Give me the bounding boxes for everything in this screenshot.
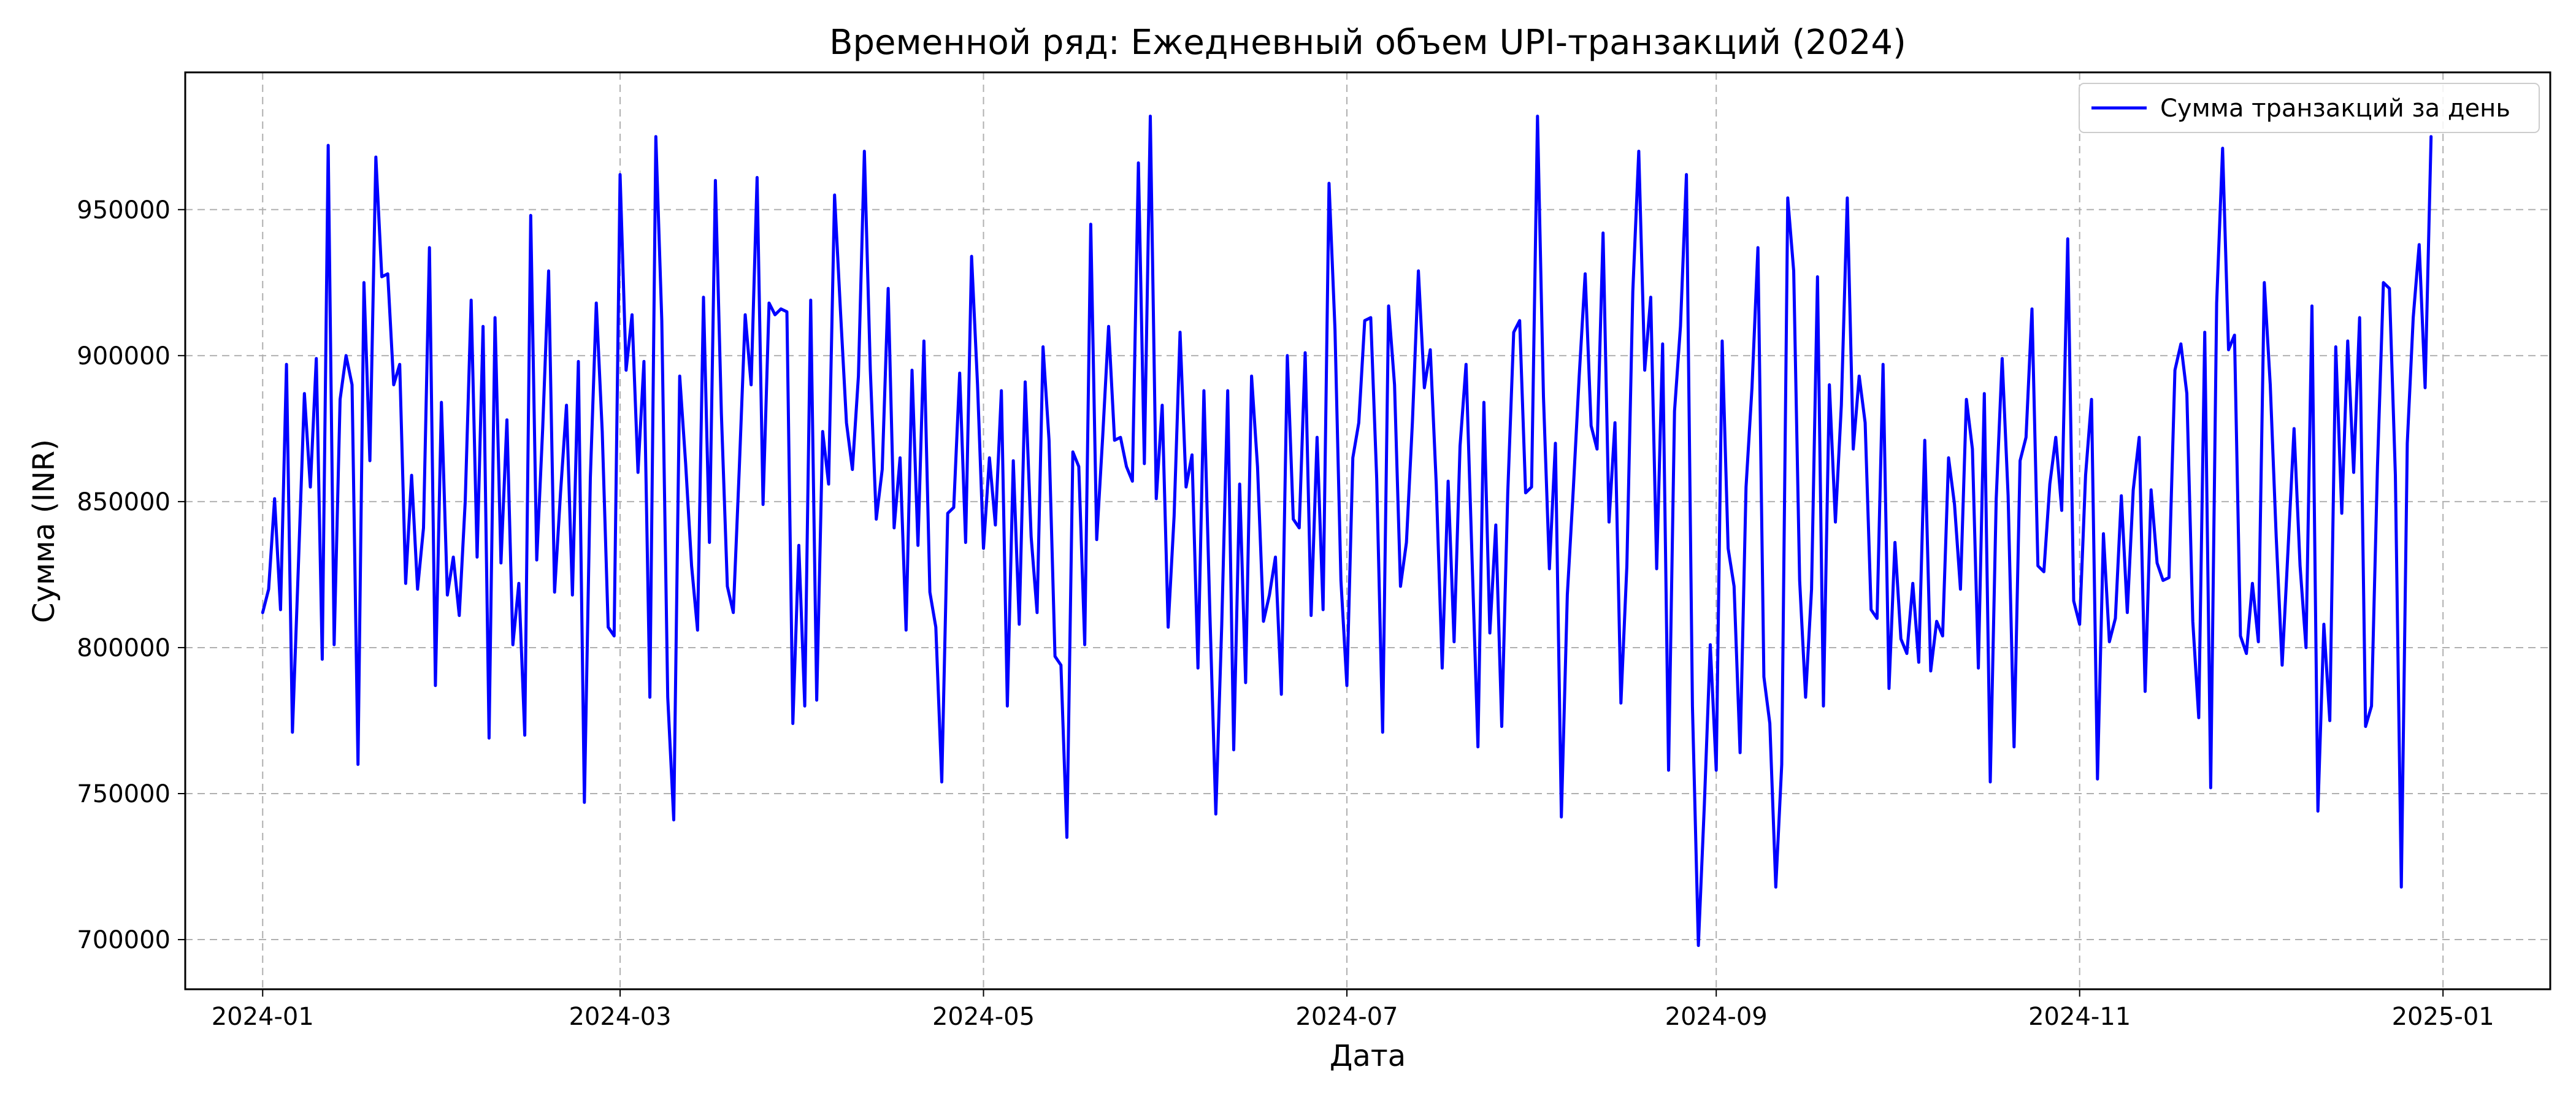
x-axis: 2024-01 2024-03 2024-05 2024-07 2024-09 2024-…: [212, 989, 2494, 1031]
y-axis-label: Сумма (INR): [27, 439, 61, 623]
grid-lines: [185, 72, 2550, 989]
series-group: [261, 114, 2433, 948]
series-line: [261, 114, 2433, 948]
plot-frame: [184, 71, 2551, 990]
y-tick-label: 900000: [77, 342, 171, 370]
y-tick-label: 750000: [77, 780, 171, 808]
y-tick-label: 950000: [77, 196, 171, 224]
legend-label: Сумма транзакций за день: [2160, 94, 2510, 123]
x-tick-label: 2024-05: [932, 1003, 1035, 1031]
chart-title: Временной ряд: Ежедневный объем UPI-тран…: [829, 23, 1906, 63]
y-tick-label: 850000: [77, 488, 171, 516]
legend: Сумма транзакций за день: [2079, 83, 2540, 133]
x-tick-label: 2025-01: [2392, 1003, 2494, 1031]
y-tick-label: 700000: [77, 926, 171, 954]
x-tick-label: 2024-07: [1295, 1003, 1398, 1031]
x-tick-label: 2024-11: [2028, 1003, 2131, 1031]
y-axis: 700000 750000 800000 850000 900000 950000: [77, 196, 185, 954]
x-tick-label: 2024-03: [569, 1003, 671, 1031]
x-tick-label: 2024-01: [212, 1003, 314, 1031]
y-tick-label: 800000: [77, 634, 171, 662]
x-axis-label: Дата: [1330, 1039, 1406, 1073]
x-tick-label: 2024-09: [1665, 1003, 1768, 1031]
legend-box: [2079, 83, 2540, 133]
